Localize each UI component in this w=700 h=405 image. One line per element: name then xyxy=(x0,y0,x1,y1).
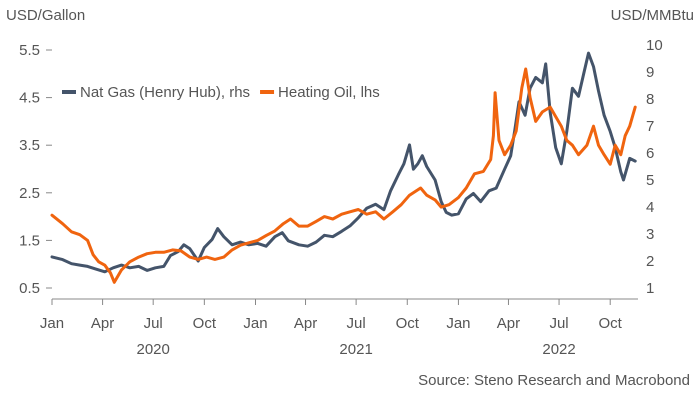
right-axis-label: USD/MMBtu xyxy=(611,7,694,24)
right-tick-label: 1 xyxy=(646,280,654,297)
year-label: 2022 xyxy=(542,341,575,358)
series-line-heating-oil xyxy=(50,67,637,284)
left-tick-label: 5.5 xyxy=(19,42,40,59)
x-tick-label: Apr xyxy=(91,315,114,332)
x-tick-label: Oct xyxy=(599,315,623,332)
x-tick-label: Jan xyxy=(243,315,267,332)
left-tick-labels: 0.5 1.5 2.5 3.5 4.5 5.5 xyxy=(19,42,52,297)
right-tick-label: 5 xyxy=(646,172,654,189)
year-label: 2021 xyxy=(339,341,372,358)
x-tick-label: Jul xyxy=(144,315,163,332)
year-label: 2020 xyxy=(137,341,170,358)
right-tick-label: 2 xyxy=(646,253,654,270)
source-note: Source: Steno Research and Macrobond xyxy=(418,372,690,389)
left-tick-label: 2.5 xyxy=(19,185,40,202)
x-tick-label: Jan xyxy=(40,315,64,332)
x-tick-label: Apr xyxy=(294,315,317,332)
x-tick-label: Jan xyxy=(446,315,470,332)
x-tick-label: Apr xyxy=(497,315,520,332)
right-tick-labels: 1 2 3 4 5 6 7 8 9 10 xyxy=(646,37,663,297)
left-axis-label: USD/Gallon xyxy=(6,7,85,24)
x-tick-label: Oct xyxy=(396,315,420,332)
right-tick-label: 8 xyxy=(646,91,654,108)
x-tick-label: Jul xyxy=(347,315,366,332)
x-tick-label: Jul xyxy=(549,315,568,332)
right-tick-label: 6 xyxy=(646,145,654,162)
right-tick-label: 7 xyxy=(646,118,654,135)
right-tick-label: 10 xyxy=(646,37,663,54)
left-tick-label: 0.5 xyxy=(19,280,40,297)
legend-label: Nat Gas (Henry Hub), rhs xyxy=(80,84,250,101)
x-tick-labels: Jan Apr Jul Oct Jan Apr Jul Oct Jan Apr Jul Oct xyxy=(40,299,623,332)
left-tick-label: 4.5 xyxy=(19,90,40,107)
year-labels: 2020 2021 2022 xyxy=(137,341,576,358)
left-tick-label: 3.5 xyxy=(19,137,40,154)
left-tick-label: 1.5 xyxy=(19,232,40,249)
right-tick-label: 3 xyxy=(646,226,654,243)
right-tick-label: 9 xyxy=(646,64,654,81)
legend: Nat Gas (Henry Hub), rhs Heating Oil, lhs xyxy=(62,84,380,101)
series-line-nat-gas xyxy=(50,51,637,274)
x-tick-label: Oct xyxy=(193,315,217,332)
right-tick-label: 4 xyxy=(646,199,654,216)
legend-label: Heating Oil, lhs xyxy=(278,84,380,101)
series-lines xyxy=(50,51,637,284)
